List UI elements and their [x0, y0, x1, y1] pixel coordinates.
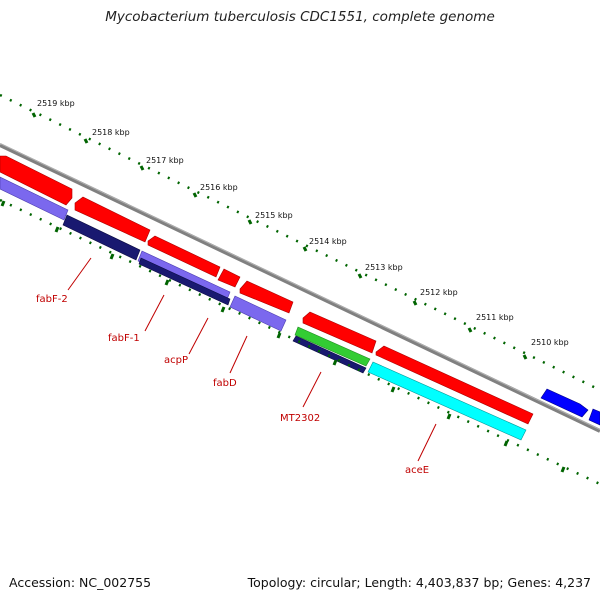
outer-major-tick: [31, 112, 37, 118]
tick-label: 2512 kbp: [420, 288, 458, 297]
inner-major-tick: [164, 279, 170, 286]
outer-dotted-ring: [0, 93, 600, 392]
tick-label: 2511 kbp: [476, 313, 514, 322]
gene-aceE-forward: [375, 345, 534, 425]
inner-major-ticks: [0, 200, 566, 473]
gene-blue-2: [588, 408, 600, 426]
inner-major-tick: [390, 386, 396, 393]
inner-dotted-ring: [0, 198, 600, 486]
outer-major-tick: [357, 273, 363, 279]
tick-label: 2517 kbp: [146, 156, 184, 165]
outer-major-tick: [139, 165, 145, 171]
topology-text: Topology: circular; Length: 4,403,837 bp…: [247, 575, 591, 590]
outer-major-tick: [522, 354, 528, 360]
accession-text: Accession: NC_002755: [9, 575, 152, 590]
forward-strand-genes: [0, 155, 600, 426]
gene-fabD-forward: [239, 280, 294, 314]
gene-fabF-2-forward: [0, 155, 73, 206]
reverse-strand-genes: [0, 176, 527, 441]
inner-major-tick: [0, 200, 6, 207]
label-leaders: [67, 257, 437, 462]
gene-label: acpP: [164, 355, 188, 366]
gene-fabF-2-reverse: [0, 176, 69, 221]
inner-major-tick: [332, 359, 338, 366]
outer-major-tick: [412, 300, 418, 306]
inner-major-tick: [503, 440, 509, 447]
gene-MT2302-reverse: [292, 335, 367, 374]
inner-major-tick: [54, 226, 60, 233]
gene-fabF-1-reverse: [62, 214, 141, 261]
leader-fabF-2: [67, 257, 92, 291]
tick-label: 2513 kbp: [365, 263, 403, 272]
gene-blue-1: [540, 388, 589, 418]
scale-labels: 2519 kbp 2518 kbp 2517 kbp 2516 kbp 2515…: [37, 99, 569, 347]
leader-acpP: [188, 317, 209, 355]
gene-MT2302-forward: [302, 311, 377, 354]
backbone-highlight: [0, 143, 600, 430]
gene-label: fabF-1: [108, 333, 140, 344]
inner-major-tick: [446, 413, 452, 420]
gene-fabF-1-forward: [74, 196, 151, 243]
outer-major-tick: [302, 246, 308, 252]
tick-label: 2518 kbp: [92, 128, 130, 137]
inner-major-tick: [560, 466, 566, 473]
leader-MT2302: [302, 371, 322, 408]
tick-label: 2519 kbp: [37, 99, 75, 108]
gene-label: MT2302: [280, 413, 320, 424]
gene-acpP-reverse-navy: [138, 257, 231, 306]
gene-label: fabF-2: [36, 294, 68, 305]
leader-fabF-1: [144, 294, 165, 332]
gene-fabD-small-forward: [217, 268, 241, 288]
gene-MT2302-green: [294, 326, 371, 367]
gene-fabD-reverse: [229, 295, 287, 332]
gene-acpP-forward: [147, 235, 221, 278]
inner-major-tick: [220, 306, 226, 313]
gene-labels: fabF-2 fabF-1 acpP fabD MT2302 aceE: [36, 294, 429, 476]
outer-major-tick: [83, 138, 89, 144]
leader-fabD: [229, 335, 248, 374]
tick-label: 2516 kbp: [200, 183, 238, 192]
outer-major-tick: [192, 192, 198, 198]
outer-major-tick: [247, 219, 253, 225]
backbone: [0, 143, 600, 433]
gene-label: fabD: [213, 378, 237, 389]
gene-aceE-reverse: [367, 361, 527, 441]
inner-major-tick: [276, 332, 282, 339]
inner-major-tick: [109, 253, 115, 260]
map-title: Mycobacterium tuberculosis CDC1551, comp…: [105, 9, 495, 25]
outer-major-ticks: [31, 112, 528, 360]
tick-label: 2514 kbp: [309, 237, 347, 246]
leader-aceE: [417, 423, 437, 462]
tick-label: 2510 kbp: [531, 338, 569, 347]
tick-label: 2515 kbp: [255, 211, 293, 220]
gene-label: aceE: [405, 465, 429, 476]
outer-major-tick: [467, 327, 473, 333]
